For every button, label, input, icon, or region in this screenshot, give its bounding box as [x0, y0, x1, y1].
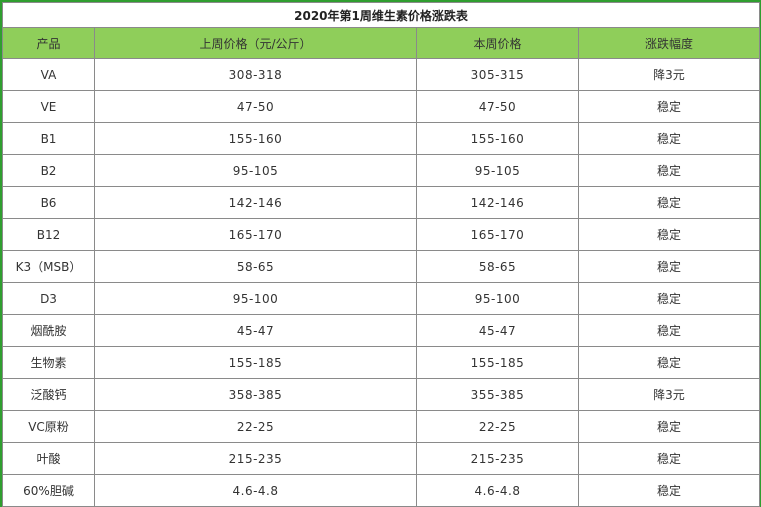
cell-last-week-price: 308-318: [94, 58, 417, 91]
table-row: 叶酸 215-235 215-235 稳定: [2, 442, 760, 475]
cell-last-week-price: 22-25: [94, 410, 417, 443]
cell-product: B2: [2, 154, 95, 187]
header-last-week-price: 上周价格（元/公斤）: [94, 27, 417, 59]
table-row: VA 308-318 305-315 降3元: [2, 58, 760, 91]
table-row: VC原粉 22-25 22-25 稳定: [2, 410, 760, 443]
cell-product: VE: [2, 90, 95, 123]
cell-last-week-price: 165-170: [94, 218, 417, 251]
cell-product: 生物素: [2, 346, 95, 379]
cell-last-week-price: 215-235: [94, 442, 417, 475]
table-title: 2020年第1周维生素价格涨跌表: [2, 2, 760, 28]
table-row: B2 95-105 95-105 稳定: [2, 154, 760, 187]
cell-this-week-price: 58-65: [416, 250, 579, 283]
cell-last-week-price: 155-185: [94, 346, 417, 379]
cell-change: 稳定: [578, 218, 760, 251]
cell-change: 稳定: [578, 442, 760, 475]
cell-product: 叶酸: [2, 442, 95, 475]
header-change: 涨跌幅度: [578, 27, 760, 59]
cell-change: 降3元: [578, 58, 760, 91]
table-row: B1 155-160 155-160 稳定: [2, 122, 760, 155]
cell-product: B12: [2, 218, 95, 251]
cell-product: 烟酰胺: [2, 314, 95, 347]
header-this-week-price: 本周价格: [416, 27, 579, 59]
cell-this-week-price: 95-100: [416, 282, 579, 315]
table-row: K3（MSB） 58-65 58-65 稳定: [2, 250, 760, 283]
cell-this-week-price: 142-146: [416, 186, 579, 219]
table-row: 泛酸钙 358-385 355-385 降3元: [2, 378, 760, 411]
cell-product: VA: [2, 58, 95, 91]
cell-product: B1: [2, 122, 95, 155]
table-row: B6 142-146 142-146 稳定: [2, 186, 760, 219]
cell-change: 稳定: [578, 186, 760, 219]
cell-product: B6: [2, 186, 95, 219]
cell-change: 稳定: [578, 154, 760, 187]
header-row: 产品 上周价格（元/公斤） 本周价格 涨跌幅度: [2, 27, 760, 59]
cell-change: 稳定: [578, 122, 760, 155]
cell-change: 稳定: [578, 250, 760, 283]
cell-product: D3: [2, 282, 95, 315]
cell-this-week-price: 45-47: [416, 314, 579, 347]
cell-last-week-price: 358-385: [94, 378, 417, 411]
cell-this-week-price: 165-170: [416, 218, 579, 251]
title-row: 2020年第1周维生素价格涨跌表: [2, 2, 760, 28]
cell-this-week-price: 215-235: [416, 442, 579, 475]
table-row: D3 95-100 95-100 稳定: [2, 282, 760, 315]
table-row: 烟酰胺 45-47 45-47 稳定: [2, 314, 760, 347]
table-row: 60%胆碱 4.6-4.8 4.6-4.8 稳定: [2, 474, 760, 507]
cell-this-week-price: 355-385: [416, 378, 579, 411]
header-product: 产品: [2, 27, 95, 59]
cell-change: 稳定: [578, 410, 760, 443]
cell-last-week-price: 142-146: [94, 186, 417, 219]
cell-last-week-price: 47-50: [94, 90, 417, 123]
cell-this-week-price: 22-25: [416, 410, 579, 443]
table-row: 生物素 155-185 155-185 稳定: [2, 346, 760, 379]
cell-product: 60%胆碱: [2, 474, 95, 507]
cell-change: 稳定: [578, 282, 760, 315]
cell-last-week-price: 58-65: [94, 250, 417, 283]
cell-change: 稳定: [578, 314, 760, 347]
cell-product: K3（MSB）: [2, 250, 95, 283]
cell-this-week-price: 47-50: [416, 90, 579, 123]
cell-change: 稳定: [578, 346, 760, 379]
cell-change: 稳定: [578, 474, 760, 507]
cell-last-week-price: 155-160: [94, 122, 417, 155]
cell-last-week-price: 95-105: [94, 154, 417, 187]
cell-change: 降3元: [578, 378, 760, 411]
cell-product: 泛酸钙: [2, 378, 95, 411]
cell-last-week-price: 4.6-4.8: [94, 474, 417, 507]
cell-this-week-price: 155-185: [416, 346, 579, 379]
table-row: B12 165-170 165-170 稳定: [2, 218, 760, 251]
cell-last-week-price: 95-100: [94, 282, 417, 315]
cell-this-week-price: 305-315: [416, 58, 579, 91]
cell-this-week-price: 95-105: [416, 154, 579, 187]
cell-this-week-price: 4.6-4.8: [416, 474, 579, 507]
cell-this-week-price: 155-160: [416, 122, 579, 155]
table-row: VE 47-50 47-50 稳定: [2, 90, 760, 123]
cell-change: 稳定: [578, 90, 760, 123]
cell-last-week-price: 45-47: [94, 314, 417, 347]
cell-product: VC原粉: [2, 410, 95, 443]
